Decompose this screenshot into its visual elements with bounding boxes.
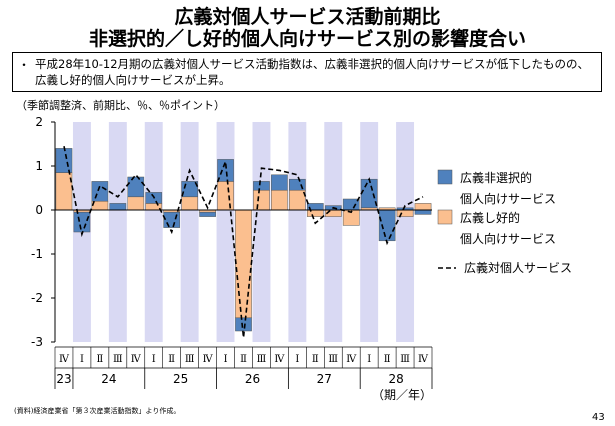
legend-total-label: 広義対個人サービス: [464, 260, 572, 275]
quarter-band: [144, 122, 163, 342]
x-tick-label-quarter: Ⅲ: [113, 354, 123, 365]
y-tick-label: -1: [31, 247, 43, 261]
x-tick-label-quarter: Ⅳ: [418, 354, 429, 365]
title-line-1: 広義対個人サービス活動前期比: [174, 6, 441, 28]
summary-box: ・ 平成28年10-12月期の広義対個人サービス活動指数は、広義非選択的個人向け…: [12, 52, 602, 92]
bar-nonselective: [163, 211, 181, 228]
y-tick-label: 2: [35, 115, 43, 129]
y-tick-label: 0: [35, 203, 43, 217]
title-line-2: 非選択的／し好的個人向けサービス別の影響度合い: [88, 28, 526, 50]
legend-nonselective-label: 広義非選択的: [460, 170, 532, 185]
x-tick-label-quarter: Ⅱ: [168, 354, 175, 365]
bar-discretionary: [181, 196, 198, 211]
x-tick-label-year: 26: [245, 372, 260, 386]
summary-bullet: ・: [18, 58, 31, 72]
x-tick-label-quarter: Ⅳ: [203, 354, 214, 365]
quarter-band: [108, 122, 127, 342]
x-tick-label-quarter: Ⅰ: [152, 354, 156, 365]
x-tick-label-quarter: Ⅳ: [59, 354, 70, 365]
bar-nonselective: [91, 181, 109, 202]
bar-nonselective: [253, 181, 270, 191]
bar-nonselective: [235, 317, 252, 332]
quarter-band: [252, 122, 271, 342]
bar-nonselective: [127, 176, 145, 198]
y-tick-label: -2: [31, 291, 43, 305]
y-tick-label: 1: [35, 159, 43, 173]
bar-nonselective: [109, 203, 127, 211]
x-tick-label-quarter: Ⅱ: [312, 354, 319, 365]
x-tick-label-quarter: Ⅲ: [257, 354, 267, 365]
quarter-band: [180, 122, 199, 342]
bar-discretionary: [414, 203, 432, 211]
bar-discretionary: [55, 172, 73, 211]
x-tick-label-quarter: Ⅱ: [240, 354, 247, 365]
legend-discretionary-swatch: [437, 209, 453, 225]
x-tick-label-quarter: Ⅳ: [346, 354, 357, 365]
x-tick-label-year: 24: [101, 372, 116, 386]
x-tick-label-quarter: Ⅲ: [328, 354, 338, 365]
quarter-band: [288, 122, 307, 342]
x-period-label: （期／年）: [372, 388, 433, 402]
legend-nonselective-label: 個人向けサービス: [460, 191, 556, 206]
x-tick-label-year: 23: [56, 372, 71, 386]
units-label: （季節調整済、前期比、％、％ポイント）: [16, 99, 225, 112]
bar-discretionary: [127, 196, 145, 211]
summary-text: 平成28年10-12月期の広義対個人サービス活動指数は、広義非選択的個人向けサー…: [35, 57, 590, 87]
bar-nonselective: [217, 159, 234, 182]
bar-nonselective: [289, 178, 306, 191]
quarter-band: [324, 122, 343, 342]
bar-discretionary: [253, 189, 270, 211]
x-tick-label-year: 25: [173, 372, 188, 386]
bar-discretionary: [289, 189, 306, 211]
legend-nonselective-swatch: [437, 169, 453, 185]
x-tick-label-quarter: Ⅰ: [80, 354, 84, 365]
x-tick-label-quarter: Ⅲ: [400, 354, 410, 365]
bar-discretionary: [306, 209, 324, 217]
x-tick-label-quarter: Ⅲ: [185, 354, 195, 365]
bar-discretionary: [235, 209, 252, 319]
bar-nonselective: [360, 178, 378, 209]
x-tick-label-quarter: Ⅳ: [274, 354, 285, 365]
page-number: 43: [592, 412, 605, 423]
x-tick-label-quarter: Ⅱ: [384, 354, 391, 365]
legend-discretionary-label: 広義し好的: [460, 210, 520, 225]
bar-discretionary: [271, 189, 288, 211]
quarter-band: [360, 122, 379, 342]
x-tick-label-quarter: Ⅳ: [131, 354, 142, 365]
bar-nonselective: [199, 211, 216, 217]
x-tick-label-quarter: Ⅱ: [96, 354, 103, 365]
bar-nonselective: [271, 174, 288, 191]
x-tick-label-quarter: Ⅰ: [295, 354, 299, 365]
bar-nonselective: [55, 148, 73, 173]
source-note: (資料)経済産業省「第３次産業活動指数」より作成。: [14, 407, 181, 415]
bar-discretionary: [217, 181, 234, 211]
bar-nonselective: [414, 209, 432, 215]
x-tick-label-year: 28: [388, 372, 403, 386]
line-total-personal-services: [63, 146, 424, 338]
x-tick-label-quarter: Ⅰ: [367, 354, 371, 365]
y-tick-label: -3: [31, 335, 43, 349]
bar-nonselective: [73, 211, 91, 233]
x-tick-label-year: 27: [317, 372, 332, 386]
legend-discretionary-label: 個人向けサービス: [460, 231, 556, 246]
x-tick-label-quarter: Ⅰ: [224, 354, 228, 365]
quarter-band: [396, 122, 415, 342]
quarter-band: [216, 122, 235, 342]
